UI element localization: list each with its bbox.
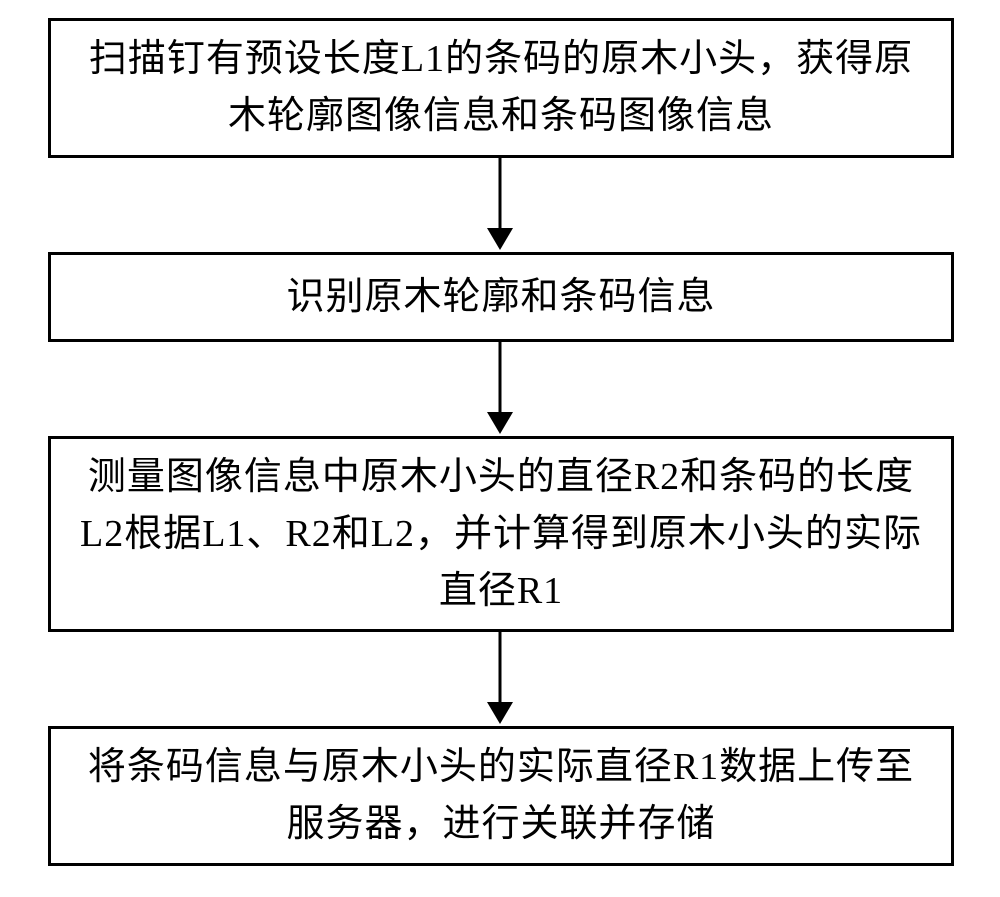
flowchart-step-1: 扫描钉有预设长度L1的条码的原木小头，获得原木轮廓图像信息和条码图像信息	[48, 18, 954, 158]
flowchart-step-2: 识别原木轮廓和条码信息	[48, 252, 954, 342]
arrow-line-3	[499, 632, 502, 702]
step-3-text: 测量图像信息中原木小头的直径R2和条码的长度L2根据L1、R2和L2，并计算得到…	[71, 449, 931, 620]
flowchart-step-3: 测量图像信息中原木小头的直径R2和条码的长度L2根据L1、R2和L2，并计算得到…	[48, 436, 954, 632]
flowchart-step-4: 将条码信息与原木小头的实际直径R1数据上传至服务器，进行关联并存储	[48, 726, 954, 866]
step-4-text: 将条码信息与原木小头的实际直径R1数据上传至服务器，进行关联并存储	[71, 739, 931, 853]
arrow-head-3	[487, 702, 513, 724]
arrow-head-2	[487, 412, 513, 434]
arrow-head-1	[487, 228, 513, 250]
arrow-line-2	[499, 342, 502, 412]
step-2-text: 识别原木轮廓和条码信息	[286, 269, 715, 326]
arrow-line-1	[499, 158, 502, 228]
flowchart-container: 扫描钉有预设长度L1的条码的原木小头，获得原木轮廓图像信息和条码图像信息 识别原…	[0, 0, 1000, 897]
step-1-text: 扫描钉有预设长度L1的条码的原木小头，获得原木轮廓图像信息和条码图像信息	[71, 31, 931, 145]
